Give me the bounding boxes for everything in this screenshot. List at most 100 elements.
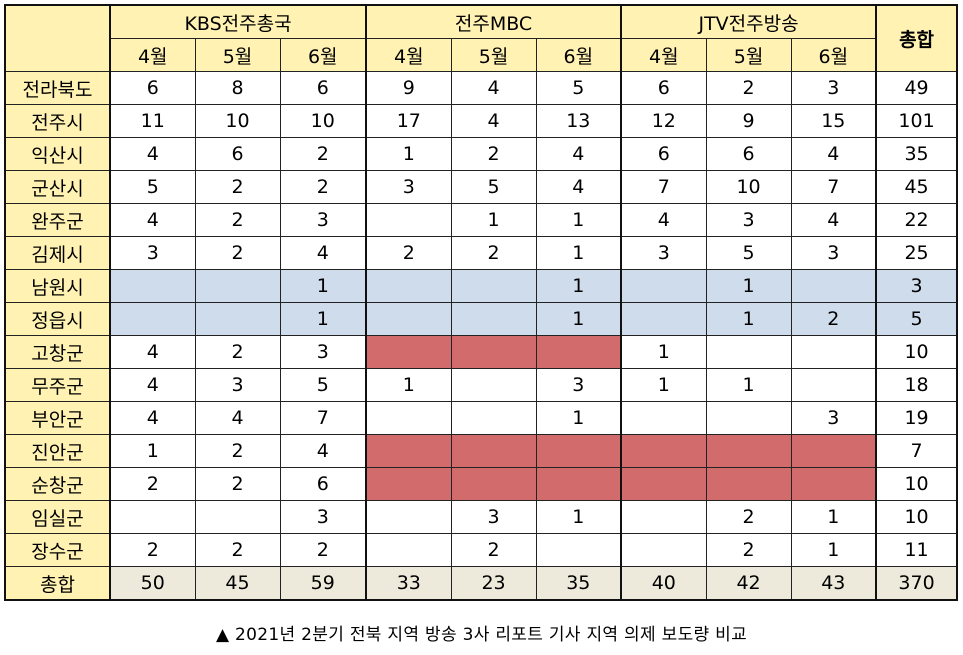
footer-value-cell: 33: [365, 566, 452, 601]
table-row: 장수군 2 2 2 2 2 1 11: [4, 533, 959, 567]
value-cell: 2: [109, 533, 196, 567]
value-cell: 2: [705, 500, 792, 534]
value-cell: [450, 401, 537, 435]
value-cell: 1: [279, 269, 367, 303]
region-label: 부안군: [4, 401, 111, 435]
value-cell: 1: [535, 302, 622, 336]
value-cell: 3: [279, 500, 367, 534]
value-cell: 6: [705, 137, 792, 171]
value-cell: [620, 467, 707, 501]
value-cell: [705, 434, 792, 468]
footer-value-cell: 45: [194, 566, 281, 601]
value-cell: [705, 467, 792, 501]
value-cell: [365, 302, 452, 336]
table-row: 완주군 4 2 3 1 1 4 3 4 22: [4, 203, 959, 237]
region-label: 군산시: [4, 170, 111, 204]
month-header: 5월: [705, 38, 792, 72]
value-cell: 4: [790, 137, 877, 171]
value-cell: 6: [109, 71, 196, 105]
value-cell: [620, 533, 707, 567]
value-cell: [450, 467, 537, 501]
table-row: 정읍시 1 1 1 2 5: [4, 302, 959, 336]
value-cell: 1: [620, 335, 707, 369]
value-cell: 1: [109, 434, 196, 468]
value-cell: 2: [365, 236, 452, 270]
month-header: 6월: [790, 38, 877, 72]
value-cell: [365, 533, 452, 567]
value-cell: [620, 269, 707, 303]
value-cell: 2: [194, 434, 281, 468]
value-cell: 10: [194, 104, 281, 138]
table-row: 김제시 3 2 4 2 2 1 3 5 3 25: [4, 236, 959, 270]
month-header: 6월: [535, 38, 622, 72]
value-cell: [194, 302, 281, 336]
value-cell: 2: [705, 71, 792, 105]
month-header: 5월: [194, 38, 281, 72]
value-cell: 1: [450, 203, 537, 237]
value-cell: 1: [705, 269, 792, 303]
footer-value-cell: 43: [790, 566, 877, 601]
value-cell: 2: [109, 467, 196, 501]
value-cell: 1: [535, 269, 622, 303]
value-cell: [790, 434, 877, 468]
value-cell: 17: [365, 104, 452, 138]
value-cell: 6: [194, 137, 281, 171]
value-cell: [450, 335, 537, 369]
value-cell: 10: [279, 104, 367, 138]
value-cell: 12: [620, 104, 707, 138]
value-cell: 2: [279, 170, 367, 204]
value-cell: 4: [620, 203, 707, 237]
total-header: 총합: [875, 4, 959, 72]
value-cell: [705, 335, 792, 369]
value-cell: 5: [450, 170, 537, 204]
value-cell: 4: [194, 401, 281, 435]
row-total-cell: 5: [875, 302, 959, 336]
value-cell: 1: [365, 137, 452, 171]
region-label: 전주시: [4, 104, 111, 138]
value-cell: 4: [535, 170, 622, 204]
footer-row: 총합 50 45 59 33 23 35 40 42 43 370: [4, 566, 959, 601]
value-cell: 2: [194, 533, 281, 567]
region-label: 정읍시: [4, 302, 111, 336]
value-cell: 2: [194, 335, 281, 369]
value-cell: [365, 434, 452, 468]
value-cell: 7: [620, 170, 707, 204]
grand-total-cell: 370: [875, 566, 959, 601]
group-header-jtv: JTV전주방송: [620, 4, 877, 39]
value-cell: [365, 401, 452, 435]
value-cell: [790, 269, 877, 303]
value-cell: [365, 269, 452, 303]
row-total-cell: 19: [875, 401, 959, 435]
value-cell: 4: [109, 203, 196, 237]
value-cell: 1: [790, 533, 877, 567]
row-total-cell: 101: [875, 104, 959, 138]
group-header-kbs: KBS전주총국: [108, 4, 367, 39]
table-row: 부안군 4 4 7 1 3 19: [4, 401, 959, 435]
value-cell: 3: [790, 71, 877, 105]
value-cell: 3: [705, 203, 792, 237]
value-cell: [450, 302, 537, 336]
region-label: 익산시: [4, 137, 111, 171]
value-cell: 2: [194, 467, 281, 501]
value-cell: 1: [705, 302, 792, 336]
month-header: 4월: [365, 38, 452, 72]
month-header: 6월: [279, 38, 367, 72]
value-cell: 3: [620, 236, 707, 270]
month-header: 4월: [109, 38, 196, 72]
row-total-cell: 3: [875, 269, 959, 303]
value-cell: 3: [279, 335, 367, 369]
value-cell: [790, 368, 877, 402]
value-cell: 3: [279, 203, 367, 237]
region-label: 김제시: [4, 236, 111, 270]
value-cell: [620, 500, 707, 534]
value-cell: 6: [620, 137, 707, 171]
value-cell: [790, 467, 877, 501]
value-cell: 2: [194, 203, 281, 237]
row-total-cell: 10: [875, 335, 959, 369]
value-cell: 1: [790, 500, 877, 534]
value-cell: 2: [194, 170, 281, 204]
row-total-cell: 22: [875, 203, 959, 237]
value-cell: 4: [279, 434, 367, 468]
row-total-cell: 49: [875, 71, 959, 105]
row-total-cell: 10: [875, 500, 959, 534]
